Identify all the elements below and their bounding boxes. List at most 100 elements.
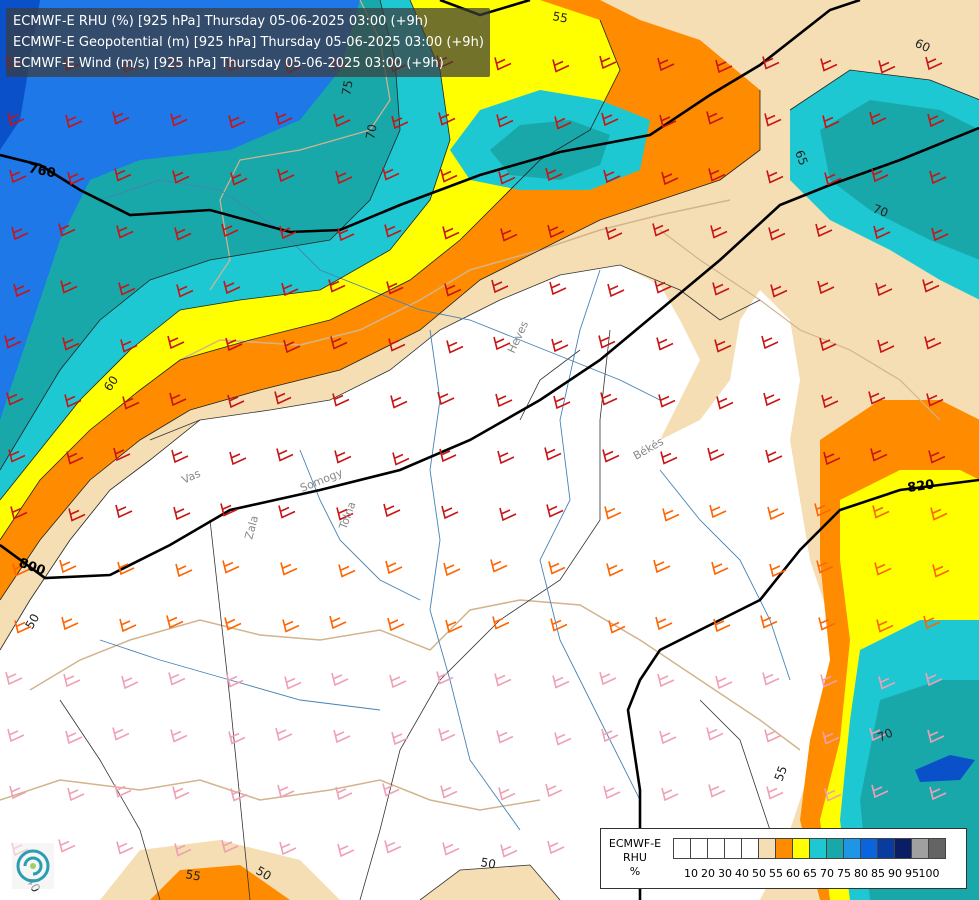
wind-barb [335, 786, 353, 801]
wind-barb [227, 394, 245, 409]
legend-tick-label: 75 [837, 867, 851, 880]
wind-barb [545, 167, 563, 182]
rhu-label-70-north: 70 [363, 123, 379, 140]
wind-barb [708, 784, 726, 798]
wind-barb [491, 279, 509, 294]
wind-barb [176, 284, 194, 298]
wind-barb [112, 727, 130, 741]
rhu-band-white [0, 265, 840, 900]
wind-barb [554, 116, 572, 130]
wind-barb [440, 785, 458, 799]
region-label-zala: Zala [242, 514, 261, 541]
wind-barb [544, 447, 562, 461]
legend-name: ECMWF-E RHU % [603, 837, 667, 879]
wind-barb [873, 225, 891, 240]
wind-barb [716, 396, 734, 410]
wind-barb [122, 396, 140, 410]
wind-barb [768, 227, 786, 241]
wind-barb [870, 448, 888, 462]
wind-barb [660, 451, 678, 465]
wind-barb [170, 729, 188, 743]
legend-tick-label: 100 [918, 867, 940, 880]
wind-barb [4, 335, 22, 349]
wind-barb [869, 111, 887, 126]
wind-barb [709, 504, 727, 519]
wind-barb [220, 503, 238, 517]
wind-barb [822, 115, 840, 129]
wind-barb [58, 839, 76, 853]
wind-barb [824, 172, 842, 186]
wind-barb [878, 60, 896, 74]
wind-barb [490, 559, 508, 573]
wind-barb [279, 225, 297, 240]
wind-barb [496, 114, 514, 128]
wind-barb [820, 58, 838, 72]
wind-barb [706, 727, 724, 741]
wind-barb [385, 560, 403, 575]
wind-barb [441, 505, 459, 520]
wind-barb [166, 615, 184, 629]
wind-barb [334, 450, 352, 464]
wind-barb [437, 391, 455, 406]
wind-barb [550, 618, 568, 632]
wind-barb [928, 450, 946, 464]
wind-barb [654, 280, 672, 294]
wind-barb [871, 784, 889, 799]
swirl-logo-icon [12, 843, 54, 889]
wind-barb [652, 223, 670, 237]
wind-barb [278, 505, 296, 519]
wind-barb [924, 336, 942, 350]
wind-barb [116, 225, 134, 239]
wind-barb [382, 783, 400, 797]
wind-barb [274, 391, 292, 405]
wind-barb [275, 111, 293, 126]
legend-swatch [758, 838, 776, 859]
wind-barb [10, 506, 28, 520]
wind-barb [67, 171, 85, 186]
wind-barb [661, 171, 679, 186]
rhu-label-75-north: 75 [339, 79, 355, 96]
wind-barb [601, 728, 619, 743]
wind-barb [68, 508, 86, 522]
wind-barb [9, 169, 27, 184]
legend-tick-label: 85 [871, 867, 885, 880]
wind-barb [442, 842, 460, 856]
wind-barb [336, 507, 354, 521]
wind-barb [930, 507, 948, 521]
rhu-label-50-west: 50 [22, 611, 42, 631]
legend-swatch [724, 838, 742, 859]
legend-color-bar [673, 838, 946, 859]
wind-barb [766, 170, 784, 184]
wind-barb [284, 676, 302, 690]
wind-barb [715, 675, 733, 690]
wind-barb [169, 392, 187, 407]
wind-barb [713, 618, 731, 633]
wind-barb [443, 562, 461, 577]
legend-tick-label: 30 [718, 867, 732, 880]
wind-barb [926, 393, 944, 407]
wind-barb [600, 392, 618, 406]
wind-barb [922, 279, 940, 293]
wind-barb [445, 619, 463, 634]
wind-barb [277, 784, 295, 799]
wind-barb [439, 448, 457, 463]
wind-barb [816, 560, 834, 574]
wind-barb [61, 616, 79, 631]
title-geopotential: ECMWF-E Geopotential (m) [925 hPa] Thurs… [13, 35, 484, 50]
wind-barb [120, 339, 138, 353]
wind-barb [279, 841, 297, 856]
legend-swatch [877, 838, 895, 859]
wind-barb [332, 393, 350, 407]
wind-barb [392, 452, 410, 466]
wind-barb [764, 113, 782, 127]
geopotential-760-line [0, 0, 861, 234]
wind-barb [113, 447, 131, 462]
wind-barb [330, 336, 348, 350]
wind-barb [871, 168, 889, 183]
wind-barb [707, 447, 725, 462]
wind-barb [121, 675, 139, 690]
wind-barb [603, 169, 621, 184]
wind-barb [761, 335, 779, 350]
